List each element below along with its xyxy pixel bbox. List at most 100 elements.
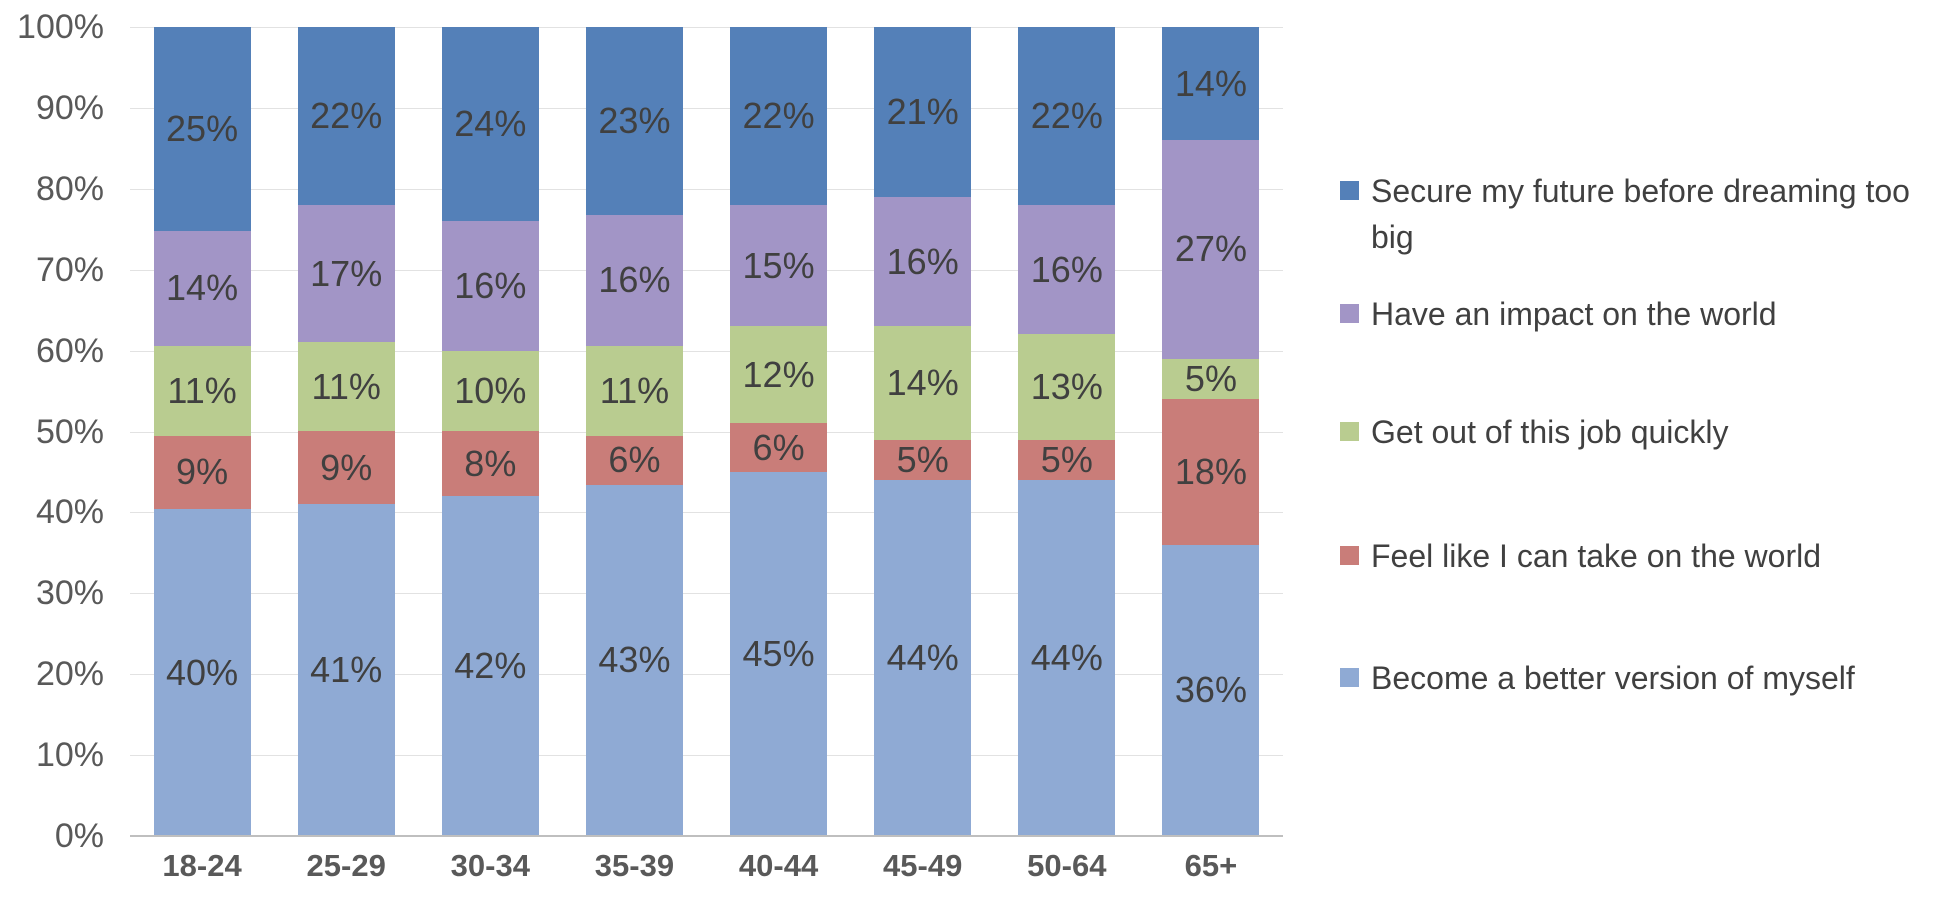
segment-label: 6% (752, 426, 805, 468)
bars: 25% 14% 11% 9% 40% 22% 17% 11% 9% 41% 24% 16% 10% 8% 4… (130, 27, 1283, 836)
y-tick-label: 60% (35, 331, 104, 370)
segment-label: 11% (311, 365, 381, 407)
x-tick-label-18-24: 18-24 (162, 848, 242, 883)
legend-item-become-a-better-version-of-myself: Become a better version of myself (1340, 655, 1855, 701)
stacked-bar-50-64: 22% 16% 13% 5% 44% (1018, 27, 1116, 836)
bar-column-65: 14% 27% 5% 18% 36% (1139, 27, 1283, 836)
segment-have-an-impact-on-the-world: 16% (441, 221, 539, 351)
y-tick-label: 10% (35, 736, 104, 775)
segment-label: 24% (454, 103, 527, 145)
segment-label: 44% (1030, 636, 1103, 678)
segment-label: 36% (1174, 669, 1247, 711)
x-axis-line (130, 835, 1283, 837)
x-tick-label-40-44: 40-44 (738, 848, 819, 883)
segment-feel-like-i-can-take-on-the-world: 18% (1162, 399, 1260, 545)
segment-label: 16% (454, 264, 527, 306)
segment-label: 9% (320, 446, 373, 488)
segment-get-out-of-this-job-quickly: 13% (1018, 334, 1116, 440)
segment-get-out-of-this-job-quickly: 11% (585, 345, 683, 436)
gridline (130, 107, 1283, 109)
y-tick-label: 20% (35, 655, 104, 694)
legend-marker-icon (1340, 422, 1359, 441)
segment-label: 5% (1040, 438, 1093, 480)
segment-label: 27% (1174, 228, 1247, 270)
segment-label: 5% (1184, 357, 1237, 399)
legend-label: Become a better version of myself (1371, 660, 1855, 696)
gridline (130, 188, 1283, 190)
legend-marker-icon (1340, 546, 1359, 565)
segment-secure-my-future-before-dreaming-too-big: 23% (585, 27, 683, 215)
segment-secure-my-future-before-dreaming-too-big: 21% (874, 27, 972, 197)
segment-secure-my-future-before-dreaming-too-big: 22% (297, 27, 395, 205)
y-tick-label: 50% (35, 412, 104, 451)
segment-become-a-better-version-of-myself: 41% (297, 504, 395, 836)
gridline (130, 512, 1283, 514)
y-tick-label: 30% (35, 574, 104, 613)
x-tick-label-25-29: 25-29 (306, 848, 386, 883)
segment-feel-like-i-can-take-on-the-world: 5% (1018, 438, 1116, 480)
segment-label: 12% (742, 353, 815, 395)
segment-get-out-of-this-job-quickly: 5% (1162, 357, 1260, 400)
segment-label: 9% (176, 451, 229, 493)
segment-label: 21% (886, 90, 959, 132)
segment-become-a-better-version-of-myself: 40% (153, 509, 251, 836)
segment-secure-my-future-before-dreaming-too-big: 22% (730, 27, 828, 205)
segment-label: 6% (608, 439, 661, 481)
segment-have-an-impact-on-the-world: 15% (730, 204, 828, 327)
segment-become-a-better-version-of-myself: 36% (1162, 544, 1260, 836)
stacked-bar-30-34: 24% 16% 10% 8% 42% (441, 27, 539, 836)
legend-marker-icon (1340, 304, 1359, 323)
segment-become-a-better-version-of-myself: 42% (441, 496, 539, 836)
legend: Secure my future before dreaming too big… (1340, 0, 1956, 918)
x-tick-label-30-34: 30-34 (450, 848, 530, 883)
legend-item-secure-my-future-before-dreaming-too-big: Secure my future before dreaming too big (1340, 168, 1931, 260)
legend-label: Feel like I can take on the world (1371, 538, 1822, 574)
bar-column-40-44: 22% 15% 12% 6% 45% (707, 27, 851, 836)
plot-area: 25% 14% 11% 9% 40% 22% 17% 11% 9% 41% 24% 16% 10% 8% 4… (130, 27, 1283, 837)
segment-feel-like-i-can-take-on-the-world: 9% (153, 435, 251, 510)
gridline (130, 350, 1283, 352)
segment-have-an-impact-on-the-world: 27% (1162, 140, 1260, 359)
segment-label: 16% (598, 259, 671, 301)
bar-column-25-29: 22% 17% 11% 9% 41% (274, 27, 418, 836)
segment-label: 42% (454, 645, 527, 687)
segment-secure-my-future-before-dreaming-too-big: 14% (1162, 27, 1260, 141)
x-tick-label-50-64: 50-64 (1027, 848, 1107, 883)
segment-label: 41% (310, 649, 383, 691)
legend-item-feel-like-i-can-take-on-the-world: Feel like I can take on the world (1340, 533, 1821, 579)
segment-label: 45% (742, 632, 815, 674)
segment-label: 25% (166, 108, 239, 150)
stacked-bar-45-49: 21% 16% 14% 5% 44% (874, 27, 972, 836)
segment-feel-like-i-can-take-on-the-world: 6% (585, 435, 683, 485)
stacked-bar-25-29: 22% 17% 11% 9% 41% (297, 27, 395, 836)
segment-label: 14% (1174, 62, 1247, 104)
segment-become-a-better-version-of-myself: 44% (874, 480, 972, 836)
x-tick-label-65: 65+ (1184, 848, 1238, 883)
segment-label: 14% (886, 361, 959, 403)
segment-have-an-impact-on-the-world: 16% (874, 196, 972, 327)
segment-have-an-impact-on-the-world: 14% (153, 231, 251, 346)
segment-become-a-better-version-of-myself: 45% (730, 471, 828, 836)
segment-label: 5% (896, 438, 949, 480)
segment-label: 15% (742, 244, 815, 286)
segment-label: 13% (1030, 365, 1103, 407)
segment-secure-my-future-before-dreaming-too-big: 24% (441, 27, 539, 222)
bar-column-50-64: 22% 16% 13% 5% 44% (995, 27, 1139, 836)
legend-marker-icon (1340, 668, 1359, 687)
segment-secure-my-future-before-dreaming-too-big: 22% (1018, 27, 1116, 205)
bar-column-18-24: 25% 14% 11% 9% 40% (130, 27, 274, 836)
x-axis: 18-24 25-29 30-34 35-39 40-44 45-49 50-64 65+ (130, 848, 1283, 884)
segment-label: 22% (742, 94, 815, 136)
y-tick-label: 80% (35, 169, 104, 208)
stacked-bar-40-44: 22% 15% 12% 6% 45% (730, 27, 828, 836)
segment-feel-like-i-can-take-on-the-world: 6% (730, 423, 828, 472)
bar-column-30-34: 24% 16% 10% 8% 42% (418, 27, 562, 836)
segment-get-out-of-this-job-quickly: 12% (730, 326, 828, 424)
gridline (130, 27, 1283, 28)
y-tick-label: 40% (35, 493, 104, 532)
segment-label: 40% (166, 651, 239, 693)
segment-feel-like-i-can-take-on-the-world: 5% (874, 438, 972, 480)
gridline (130, 755, 1283, 757)
segment-feel-like-i-can-take-on-the-world: 8% (441, 431, 539, 497)
